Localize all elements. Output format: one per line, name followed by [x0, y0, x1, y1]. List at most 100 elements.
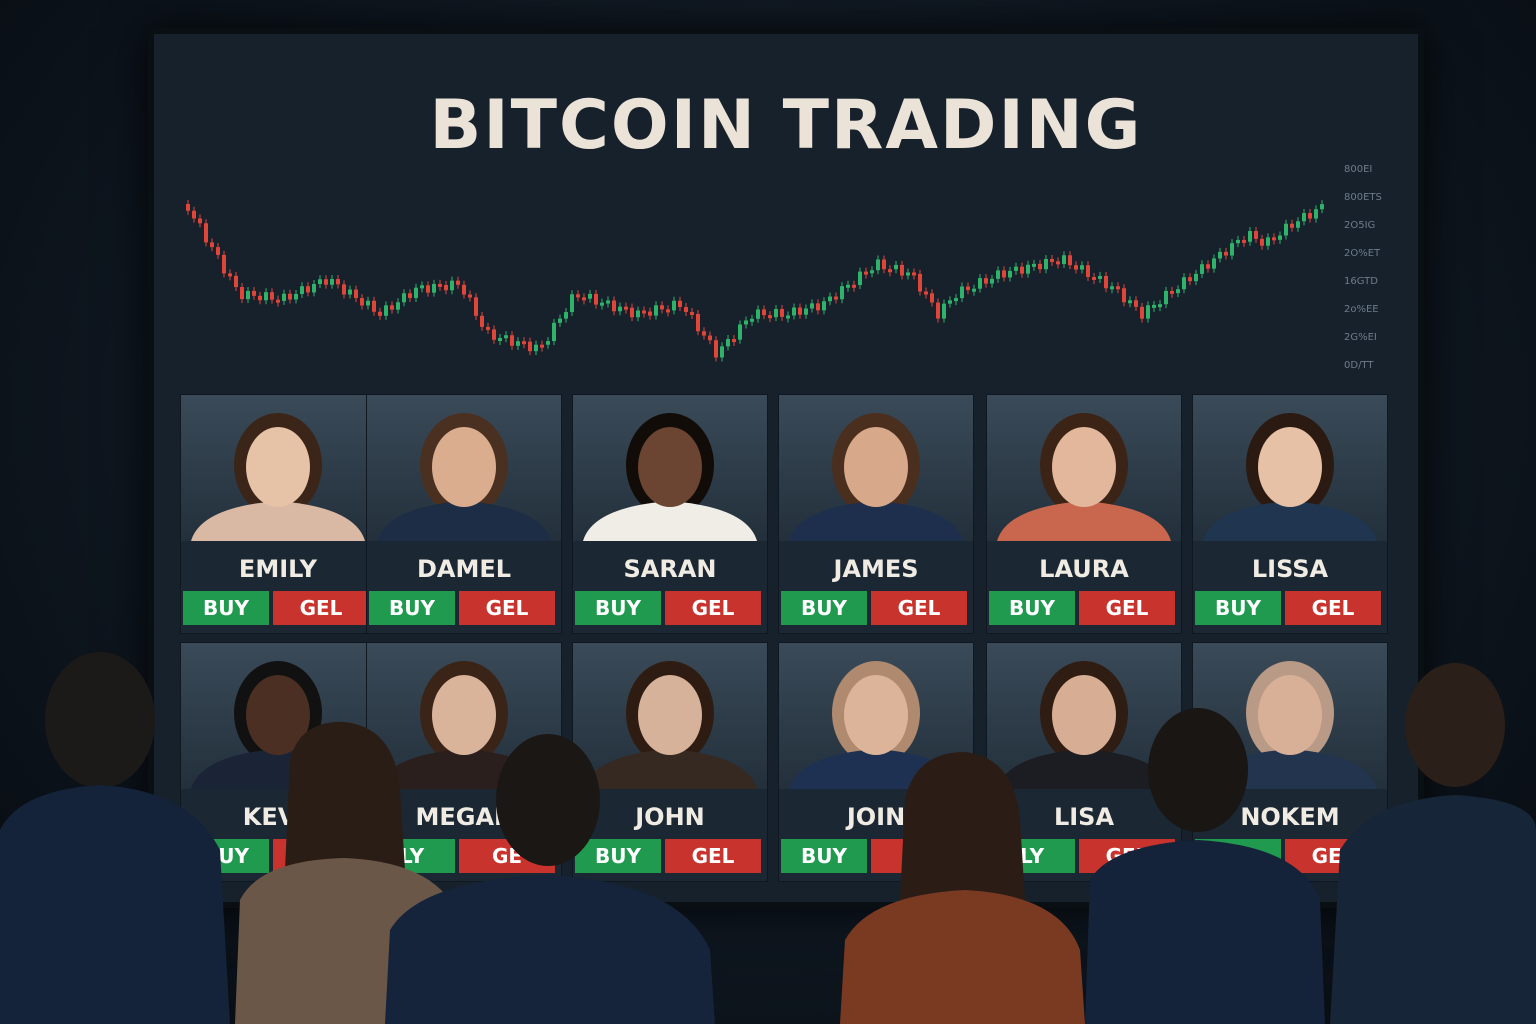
candle-body: [246, 290, 250, 300]
candle-body: [426, 285, 430, 293]
candle-body: [1176, 289, 1180, 294]
candle-body: [384, 305, 388, 316]
candle-body: [822, 301, 826, 311]
buy-button[interactable]: LY: [369, 839, 455, 873]
candle-body: [210, 242, 214, 248]
candle-body: [1110, 286, 1114, 290]
candle-body: [930, 293, 934, 303]
trader-card: SARAN BUY GEL: [572, 394, 768, 634]
candle-body: [690, 311, 694, 315]
candle-body: [294, 293, 298, 300]
candle-body: [444, 284, 448, 291]
candle-body: [222, 254, 226, 274]
candle-body: [1080, 265, 1084, 270]
candle-body: [708, 335, 712, 341]
trader-photo: [181, 395, 375, 541]
trader-photo: [987, 395, 1181, 541]
candle-body: [840, 286, 844, 300]
candle-body: [684, 307, 688, 312]
y-axis-tick-label: 2O%ET: [1344, 248, 1381, 259]
candle-body: [858, 271, 862, 286]
buy-button[interactable]: BUY: [183, 839, 269, 873]
buy-button[interactable]: BUY: [989, 591, 1075, 625]
buy-button[interactable]: BUY: [183, 591, 269, 625]
candle-body: [408, 293, 412, 298]
trader-card: JOHN BUY GEL: [572, 642, 768, 882]
buy-button[interactable]: BUY: [1195, 591, 1281, 625]
sell-button[interactable]: GG: [871, 839, 967, 873]
trader-card: NOKEM LY GEL: [1192, 642, 1388, 882]
candle-body: [1302, 213, 1306, 222]
trading-wall-display: BITCOIN TRADING 800EI 800ETS 2O5IG 2O%ET 16G…: [148, 28, 1424, 908]
sell-button[interactable]: GEL: [273, 591, 369, 625]
candle-body: [606, 300, 610, 304]
sell-button[interactable]: GEL: [665, 591, 761, 625]
candle-body: [630, 307, 634, 318]
candle-body: [474, 297, 478, 316]
candle-body: [1194, 273, 1198, 282]
sell-button[interactable]: GEL: [459, 591, 555, 625]
candle-body: [252, 290, 256, 296]
candle-body: [864, 271, 868, 275]
candle-body: [522, 341, 526, 345]
trader-photo: [987, 643, 1181, 789]
sell-button[interactable]: GEL: [871, 591, 967, 625]
candle-body: [984, 278, 988, 284]
candle-body: [942, 303, 946, 319]
sell-button[interactable]: GEL: [1079, 839, 1175, 873]
sell-button[interactable]: GEL: [1079, 591, 1175, 625]
candle-body: [660, 305, 664, 310]
candle-body: [312, 283, 316, 293]
sell-button[interactable]: G: [273, 839, 369, 873]
candle-body: [774, 309, 778, 318]
trader-photo: [573, 643, 767, 789]
candle-body: [1122, 288, 1126, 303]
candle-body: [234, 275, 238, 288]
candle-body: [744, 320, 748, 325]
buy-button[interactable]: BUY: [369, 591, 455, 625]
candle-body: [570, 294, 574, 313]
candle-body: [396, 302, 400, 310]
candle-body: [906, 272, 910, 276]
candle-body: [696, 313, 700, 332]
candle-body: [318, 279, 322, 284]
candle-body: [888, 269, 892, 273]
buy-button[interactable]: BUY: [575, 591, 661, 625]
candle-body: [732, 339, 736, 343]
buy-button[interactable]: LY: [1195, 839, 1281, 873]
candle-body: [558, 318, 562, 323]
candle-body: [1290, 223, 1294, 228]
candle-body: [468, 294, 472, 298]
candle-body: [750, 318, 754, 322]
candle-body: [678, 300, 682, 308]
sell-button[interactable]: GE: [459, 839, 555, 873]
sell-button[interactable]: GEL: [665, 839, 761, 873]
trader-name: LISA: [1053, 803, 1115, 831]
sell-button[interactable]: GEL: [1285, 591, 1381, 625]
buy-button[interactable]: BUY: [781, 839, 867, 873]
candle-body: [648, 311, 652, 316]
candle-body: [726, 339, 730, 347]
buy-button[interactable]: LY: [989, 839, 1075, 873]
sell-button[interactable]: GEL: [1285, 839, 1381, 873]
candle-body: [324, 279, 328, 285]
candle-body: [432, 283, 436, 293]
candle-body: [642, 310, 646, 314]
candle-body: [486, 326, 490, 330]
candle-body: [1062, 255, 1066, 265]
candle-body: [666, 309, 670, 313]
candle-body: [798, 307, 802, 315]
candle-body: [996, 270, 1000, 279]
candle-body: [534, 344, 538, 352]
candle-body: [738, 324, 742, 340]
candle-body: [834, 296, 838, 300]
trader-name: SARAN: [623, 555, 717, 583]
buy-button[interactable]: BUY: [575, 839, 661, 873]
candle-body: [1230, 243, 1234, 256]
candle-body: [1254, 231, 1258, 239]
trader-grid: EMILY BUY GEL DAMEL BUY GEL SARAN BUY GEL JAMES BU…: [180, 394, 1396, 894]
buy-button[interactable]: BUY: [781, 591, 867, 625]
candle-body: [1308, 213, 1312, 219]
candle-body: [912, 272, 916, 276]
candle-body: [306, 286, 310, 293]
